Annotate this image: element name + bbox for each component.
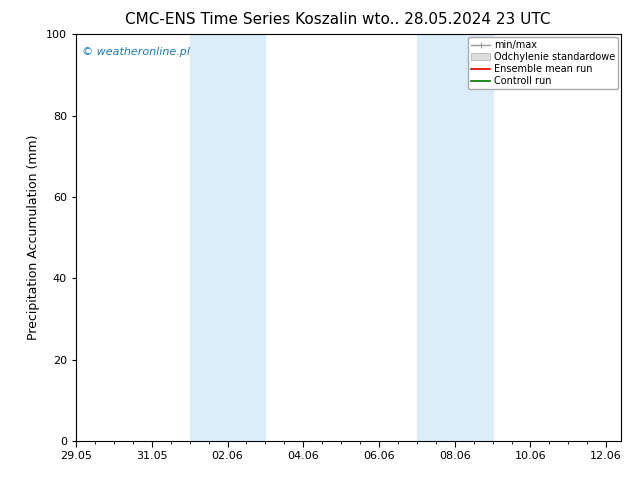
Legend: min/max, Odchylenie standardowe, Ensemble mean run, Controll run: min/max, Odchylenie standardowe, Ensembl… (468, 37, 618, 89)
Bar (190, 34, 266, 441)
Text: wto.. 28.05.2024 23 UTC: wto.. 28.05.2024 23 UTC (362, 12, 551, 27)
Text: © weatheronline.pl: © weatheronline.pl (82, 47, 190, 56)
Text: CMC-ENS Time Series Koszalin: CMC-ENS Time Series Koszalin (125, 12, 357, 27)
Y-axis label: Precipitation Accumulation (mm): Precipitation Accumulation (mm) (27, 135, 41, 341)
Bar (417, 34, 493, 441)
